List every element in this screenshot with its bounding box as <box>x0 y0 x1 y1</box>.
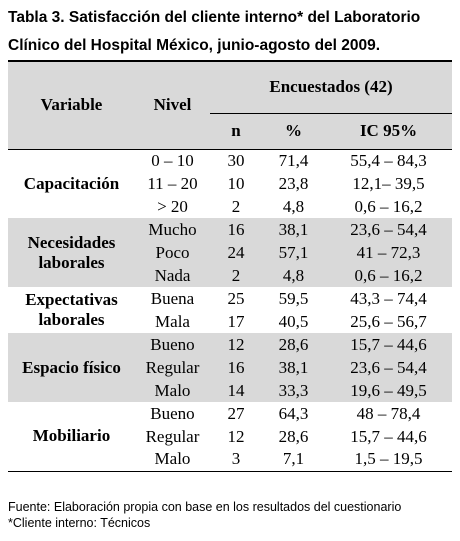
title-line: Tabla 3. Satisfacción del cliente intern… <box>8 9 421 26</box>
nivel-cell: Regular <box>145 357 200 377</box>
ic-cell: 12,1– 39,5 <box>352 173 425 193</box>
ic-cell: 15,7 – 44,6 <box>350 426 427 446</box>
pct-cell: 28,6 <box>278 334 309 354</box>
ic-cell: 1,5 – 19,5 <box>325 448 453 472</box>
pct-cell: 40,5 <box>278 311 309 331</box>
footer-line: *Cliente interno: Técnicos <box>8 516 151 530</box>
n-cell: 24 <box>227 242 245 262</box>
pct-cell: 71,4 <box>278 150 309 170</box>
nivel-cell: Mucho <box>148 219 197 239</box>
header-cell: n <box>231 121 241 140</box>
header-cell: IC 95% <box>359 121 418 140</box>
table-row: > 20 2 4,8 0,6 – 16,2 <box>8 195 452 218</box>
n-cell: 30 <box>227 150 245 170</box>
pct-cell: 7,1 <box>262 448 325 472</box>
nivel-cell: Bueno <box>150 403 195 423</box>
n-cell: 16 <box>227 357 245 377</box>
ic-cell: 19,6 – 49,5 <box>350 380 427 400</box>
ic-cell: 43,3 – 74,4 <box>350 288 427 308</box>
nivel-cell: Buena <box>150 288 195 308</box>
n-cell: 2 <box>231 196 241 216</box>
table-row: Capacitación 0 – 10 30 71,4 55,4 – 84,3 <box>8 149 452 193</box>
variable-cell: Espacio físico <box>22 357 121 377</box>
table-row: Necesidades laborales Mucho 16 38,1 23,6 – 5… <box>8 218 453 272</box>
table: Variable Nivel Encuestados (42) n % IC 9… <box>8 60 453 472</box>
ic-cell: 15,7 – 44,6 <box>350 334 427 354</box>
ic-cell: 41 – 72,3 <box>356 242 421 262</box>
nivel-cell: Malo <box>154 380 191 400</box>
footer: Fuente: Elaboración propia con base en l… <box>8 499 401 531</box>
ic-cell: 0,6 – 16,2 <box>354 196 423 216</box>
nivel-cell: Malo <box>135 448 210 472</box>
variable-cell: Necesidades laborales <box>27 232 116 272</box>
nivel-cell: 11 – 20 <box>147 173 198 193</box>
nivel-cell: 0 – 10 <box>151 150 194 170</box>
header-cell: % <box>285 121 302 140</box>
n-cell: 10 <box>227 173 245 193</box>
table-header: Variable Nivel Encuestados (42) n % IC 9… <box>8 61 453 149</box>
header-cell: Encuestados (42) <box>210 61 453 114</box>
table-row: 11 – 20 10 23,8 12,1– 39,5 <box>8 172 452 195</box>
pct-cell: 59,5 <box>278 288 309 308</box>
nivel-cell: > 20 <box>157 196 188 216</box>
ic-cell: 48 – 78,4 <box>356 403 421 423</box>
nivel-cell: Mala <box>155 311 190 331</box>
table-row: Mobiliario Bueno 27 64,3 48 – 78,4 <box>8 402 452 472</box>
pct-cell: 4,8 <box>282 265 305 285</box>
n-cell: 17 <box>227 311 245 331</box>
n-cell: 27 <box>227 403 245 423</box>
n-cell: 25 <box>227 288 245 308</box>
nivel-cell: Regular <box>145 426 200 446</box>
variable-cell: Mobiliario <box>8 402 135 472</box>
pct-cell: 4,8 <box>282 196 305 216</box>
table-row: Mala 17 40,5 25,6 – 56,7 <box>8 310 452 333</box>
pct-cell: 33,3 <box>278 380 309 400</box>
ic-cell: 0,6 – 16,2 <box>354 265 423 285</box>
footer-line: Fuente: Elaboración propia con base en l… <box>8 500 402 514</box>
nivel-cell: Bueno <box>150 334 195 354</box>
n-cell: 16 <box>227 219 245 239</box>
nivel-cell: Poco <box>155 242 190 262</box>
pct-cell: 28,6 <box>278 426 309 446</box>
n-cell: 3 <box>210 448 262 472</box>
variable-cell: Capacitación <box>23 173 120 193</box>
pct-cell: 64,3 <box>278 403 309 423</box>
table-row: Espacio físico Bueno 12 28,6 15,7 – 44,6 <box>8 333 453 377</box>
title-line: Clínico del Hospital México, junio-agost… <box>8 37 381 54</box>
n-cell: 12 <box>227 334 245 354</box>
header-cell: Variable <box>40 95 103 115</box>
ic-cell: 25,6 – 56,7 <box>350 311 427 331</box>
table-body: Capacitación 0 – 10 30 71,4 55,4 – 84,3 11 – … <box>8 149 453 472</box>
table-row: Malo 3 7,1 1,5 – 19,5 <box>8 448 453 472</box>
pct-cell: 57,1 <box>278 242 309 262</box>
n-cell: 14 <box>227 380 245 400</box>
n-cell: 2 <box>231 265 241 285</box>
n-cell: 12 <box>227 426 245 446</box>
ic-cell: 23,6 – 54,4 <box>350 357 427 377</box>
title: Tabla 3. Satisfacción del cliente intern… <box>8 4 420 60</box>
nivel-cell: Nada <box>154 265 191 285</box>
header-cell: Nivel <box>153 95 192 115</box>
ic-cell: 23,6 – 54,4 <box>350 219 427 239</box>
pct-cell: 38,1 <box>278 219 309 239</box>
variable-cell: Expectativas laborales <box>25 290 118 329</box>
ic-cell: 55,4 – 84,3 <box>350 150 427 170</box>
pct-cell: 38,1 <box>278 357 309 377</box>
pct-cell: 23,8 <box>278 173 309 193</box>
table-row: Expectativas laborales Buena 25 59,5 43,3 – … <box>8 287 452 330</box>
table-row: Regular 12 28,6 15,7 – 44,6 <box>8 425 452 448</box>
